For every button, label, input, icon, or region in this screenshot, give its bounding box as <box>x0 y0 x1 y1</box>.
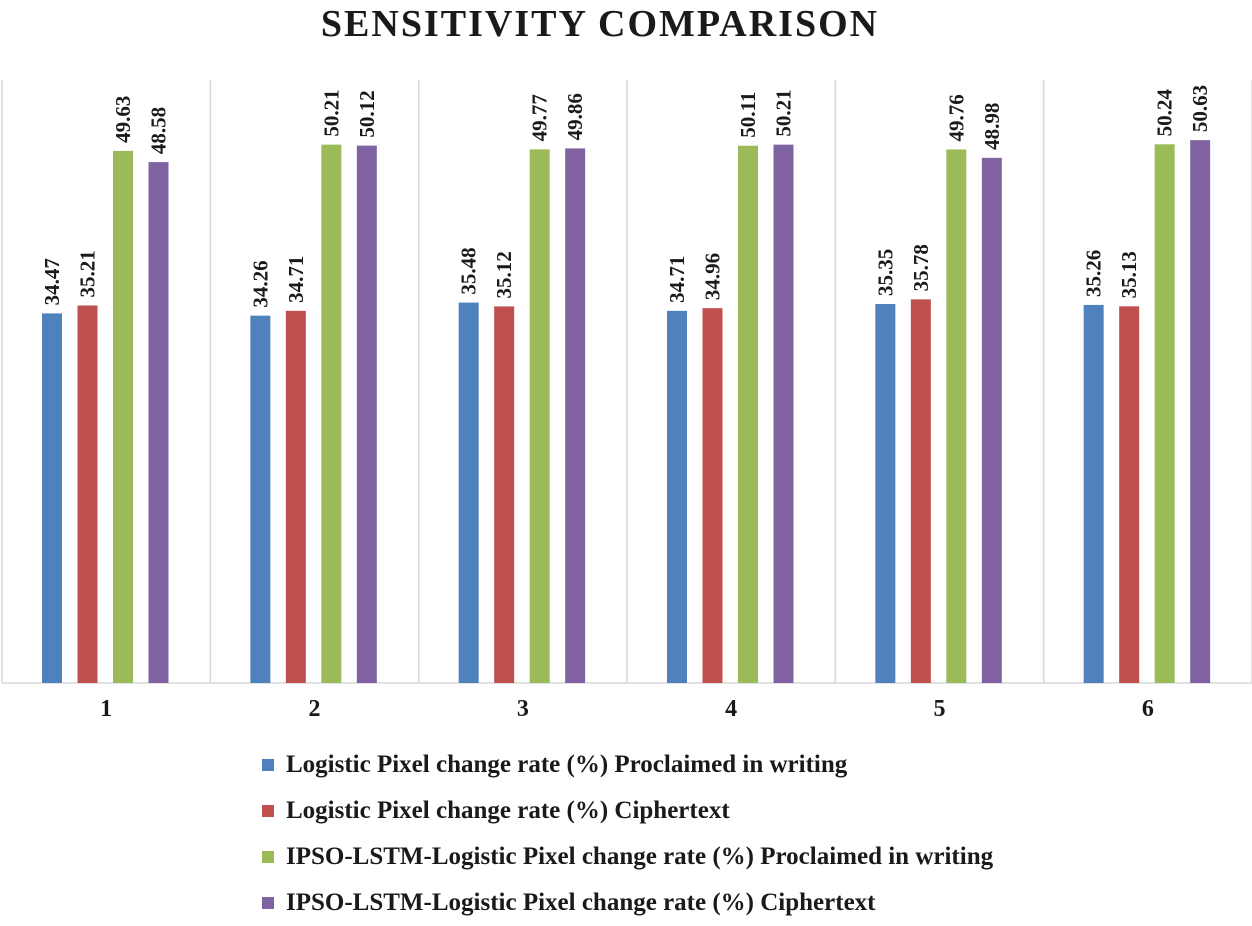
data-label: 49.86 <box>563 93 587 140</box>
legend-label: IPSO-LSTM-Logistic Pixel change rate (%)… <box>286 843 994 870</box>
bar <box>1190 140 1211 683</box>
data-label: 50.63 <box>1188 85 1212 132</box>
x-tick-label: 1 <box>100 696 112 722</box>
data-label: 50.21 <box>319 89 343 136</box>
bar <box>148 162 169 683</box>
data-label: 34.47 <box>40 258 64 305</box>
data-label: 48.98 <box>980 103 1004 150</box>
data-label: 34.71 <box>665 256 689 303</box>
bar <box>773 144 794 684</box>
legend-swatch <box>262 851 274 863</box>
x-tick-label: 6 <box>1142 696 1154 722</box>
legend: Logistic Pixel change rate (%) Proclaime… <box>262 742 993 926</box>
legend-item: Logistic Pixel change rate (%) Proclaime… <box>262 742 993 788</box>
x-tick-label: 4 <box>725 696 737 722</box>
bar <box>250 315 271 683</box>
data-label: 50.11 <box>736 92 760 138</box>
data-label: 35.48 <box>457 247 481 294</box>
data-label: 50.24 <box>1153 89 1177 137</box>
legend-item: IPSO-LSTM-Logistic Pixel change rate (%)… <box>262 834 993 880</box>
bar-chart: 34.47 35.21 49.63 48.58 1 34.26 34.71 50.21 50.1… <box>1 80 1252 722</box>
bar <box>494 306 515 683</box>
data-label: 49.63 <box>111 96 135 143</box>
bar <box>981 157 1002 683</box>
chart-title: SENSITIVITY COMPARISON <box>320 3 880 45</box>
bar <box>1154 144 1175 683</box>
bar <box>356 145 377 683</box>
data-label: 35.12 <box>492 251 516 298</box>
data-label: 35.35 <box>873 249 897 296</box>
bar <box>1119 306 1140 683</box>
bar <box>77 305 98 683</box>
legend-item: IPSO-LSTM-Logistic Pixel change rate (%)… <box>262 880 993 926</box>
bar <box>702 308 723 683</box>
legend-label: Logistic Pixel change rate (%) Proclaime… <box>286 751 848 778</box>
bar <box>565 148 586 683</box>
data-label: 35.78 <box>909 244 933 291</box>
legend-label: IPSO-LSTM-Logistic Pixel change rate (%)… <box>286 889 876 916</box>
data-label: 50.21 <box>772 89 796 136</box>
data-label: 34.96 <box>701 253 725 300</box>
data-label: 50.12 <box>355 90 379 137</box>
data-label: 49.76 <box>944 94 968 141</box>
data-label: 48.58 <box>147 107 171 154</box>
data-label: 35.13 <box>1117 251 1141 298</box>
bar <box>529 149 550 684</box>
bar <box>910 299 931 683</box>
bar <box>321 144 342 684</box>
bar <box>113 150 133 684</box>
bar <box>875 303 896 683</box>
bar <box>738 145 758 683</box>
x-tick-label: 3 <box>517 696 529 722</box>
bar <box>42 313 62 683</box>
data-label: 34.71 <box>284 256 308 303</box>
legend-swatch <box>262 805 274 817</box>
legend-label: Logistic Pixel change rate (%) Ciphertex… <box>286 797 730 824</box>
bar <box>1083 304 1104 683</box>
data-label: 34.26 <box>248 260 272 307</box>
data-label: 35.26 <box>1082 250 1106 297</box>
bar <box>285 310 306 683</box>
data-label: 49.77 <box>528 94 552 141</box>
bar <box>946 149 967 683</box>
legend-swatch <box>262 759 274 771</box>
x-tick-label: 5 <box>934 696 946 722</box>
bar <box>458 302 479 683</box>
data-label: 35.21 <box>76 250 100 297</box>
x-tick-label: 2 <box>309 696 321 722</box>
legend-item: Logistic Pixel change rate (%) Ciphertex… <box>262 788 993 834</box>
legend-swatch <box>262 897 274 909</box>
bar <box>667 310 687 683</box>
